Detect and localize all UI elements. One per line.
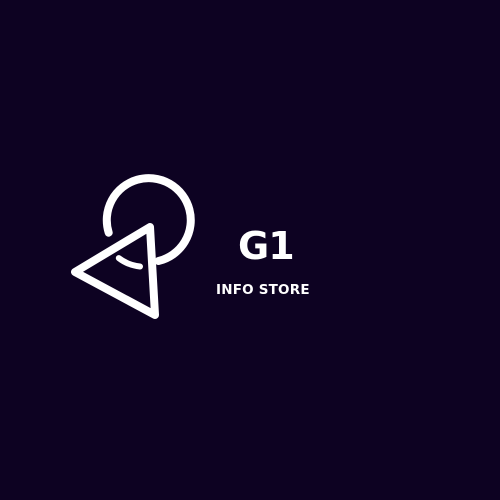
logo-circle-arc — [102, 174, 195, 265]
brand-tagline: INFO STORE — [216, 282, 310, 298]
logo-inner-arc — [115, 255, 143, 270]
circle-and-triangle-icon — [71, 174, 195, 319]
brand-name: G1 — [238, 224, 295, 268]
logo-triangle — [71, 223, 159, 319]
